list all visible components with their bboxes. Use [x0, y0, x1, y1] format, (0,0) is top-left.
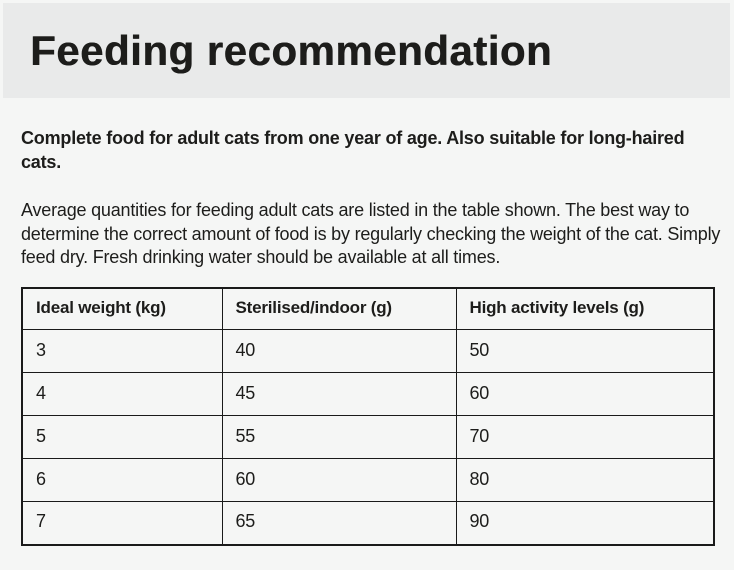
table-row: 6 60 80	[21, 458, 715, 502]
page-title: Feeding recommendation	[30, 26, 553, 74]
table-body: 3 40 50 4 45 60 5 55 70 6 60 80 7 65 90	[21, 329, 715, 545]
table-cell: 60	[455, 372, 715, 416]
table-cell: 60	[221, 458, 457, 502]
table-row: 7 65 90	[21, 501, 715, 545]
description-paragraph: Average quantities for feeding adult cat…	[21, 200, 721, 267]
table-cell: 45	[221, 372, 457, 416]
table-cell: 5	[21, 415, 223, 459]
table-header-cell: High activity levels (g)	[455, 287, 715, 330]
table-cell: 55	[221, 415, 457, 459]
table-cell: 7	[21, 501, 223, 545]
table-row: 4 45 60	[21, 372, 715, 416]
table-cell: 80	[455, 458, 715, 502]
table-row: 5 55 70	[21, 415, 715, 459]
table-cell: 65	[221, 501, 457, 545]
table-cell: 6	[21, 458, 223, 502]
content-area: Complete food for adult cats from one ye…	[21, 98, 727, 546]
table-cell: 70	[455, 415, 715, 459]
title-banner: Feeding recommendation	[3, 3, 730, 98]
table-header-row: Ideal weight (kg) Sterilised/indoor (g) Hi…	[21, 287, 715, 330]
feeding-table: Ideal weight (kg) Sterilised/indoor (g) Hi…	[21, 286, 715, 546]
table-header-cell: Ideal weight (kg)	[21, 287, 223, 330]
table-cell: 3	[21, 329, 223, 373]
table-cell: 50	[455, 329, 715, 373]
table-row: 3 40 50	[21, 329, 715, 373]
table-cell: 4	[21, 372, 223, 416]
table-header-cell: Sterilised/indoor (g)	[221, 287, 457, 330]
intro-paragraph: Complete food for adult cats from one ye…	[21, 128, 685, 172]
table-cell: 90	[455, 501, 715, 545]
table-cell: 40	[221, 329, 457, 373]
